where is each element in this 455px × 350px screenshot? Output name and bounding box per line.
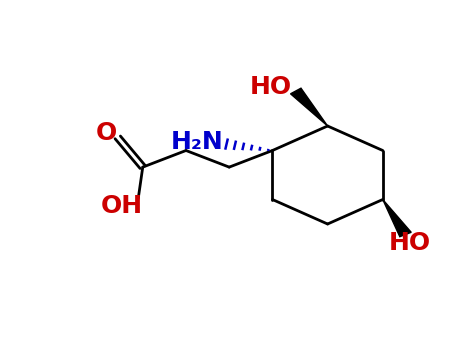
Text: O: O [96,121,117,145]
Polygon shape [383,199,411,237]
Text: H₂N: H₂N [171,130,224,154]
Text: HO: HO [250,75,292,99]
Text: HO: HO [389,231,431,255]
Text: OH: OH [101,194,143,218]
Polygon shape [291,88,328,126]
